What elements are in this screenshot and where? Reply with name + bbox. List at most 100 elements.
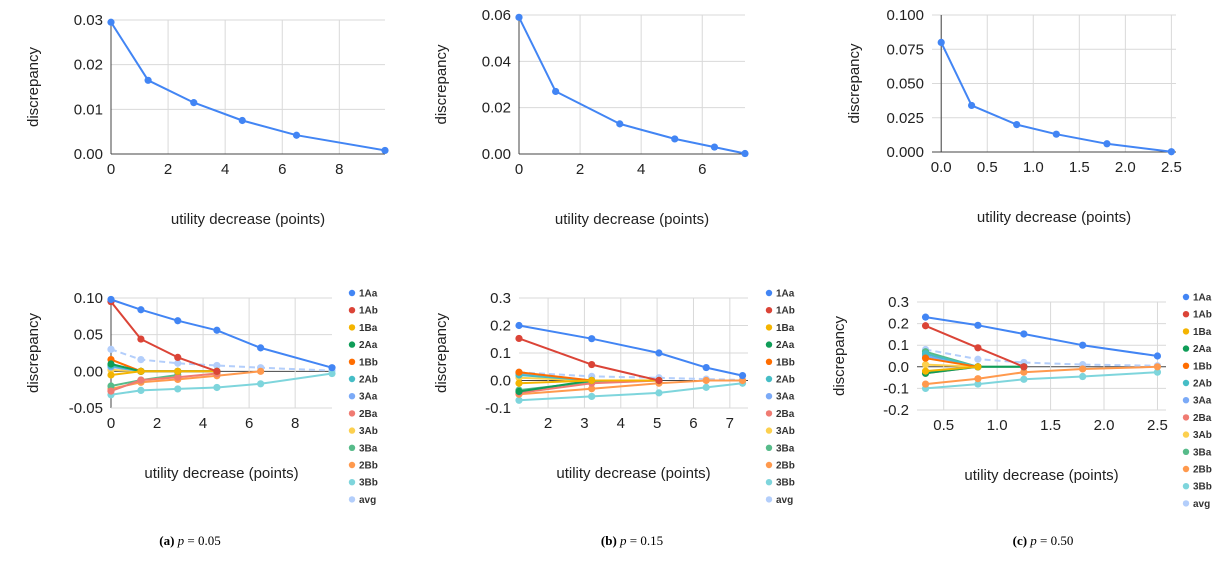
- legend-label-3Ab: 3Ab: [776, 426, 795, 437]
- data-point-2Bb: [974, 375, 982, 383]
- legend-label-3Bb: 3Bb: [359, 478, 378, 489]
- legend-marker-2Bb: [1182, 465, 1190, 473]
- chart-a-bottom: -0.05 0.00 0.05 0.10 0 2 4 6 8 discrepancy utility…: [25, 289, 378, 506]
- data-point-2Ba: [137, 376, 145, 384]
- data-point-2Bb: [921, 380, 930, 388]
- x-axis-title: utility decrease (points): [144, 465, 298, 482]
- legend-marker-3Aa: [765, 393, 773, 400]
- series-line-1Aa: [518, 16, 746, 155]
- data-point-3Bb: [1153, 368, 1162, 376]
- data-point-3Ba: [107, 382, 115, 390]
- data-point-1Ab: [921, 322, 930, 330]
- x-tick-label: 4: [637, 161, 645, 178]
- y-tick-label: 0.06: [482, 7, 511, 24]
- x-tick-label: 1.5: [1069, 159, 1090, 176]
- y-tick-label: 0.075: [886, 41, 924, 58]
- data-point-1Aa: [738, 371, 747, 380]
- data-point-2Aa: [107, 360, 115, 368]
- legend-label-2Bb: 2Bb: [359, 461, 378, 472]
- y-tick-label: 0.2: [888, 316, 909, 333]
- x-axis-title: utility decrease (points): [964, 467, 1118, 484]
- legend-marker-avg: [765, 496, 773, 503]
- legend-label-2Ba: 2Ba: [359, 409, 378, 420]
- data-point-1Aa: [137, 306, 145, 314]
- caption-a-var: p: [177, 533, 185, 548]
- legend-marker-1Aa: [1182, 293, 1190, 301]
- data-point-1Ba: [974, 363, 982, 371]
- data-point-1Ab: [588, 360, 596, 369]
- data-point-1Aa: [710, 143, 719, 151]
- caption-c-eq: = 0.50: [1036, 533, 1074, 548]
- data-point-3Bb: [1020, 375, 1028, 383]
- data-point-1Aa: [515, 321, 523, 330]
- caption-a: (a) p = 0.05: [159, 533, 221, 549]
- series-line-1Ba: [925, 365, 978, 373]
- x-tick-label: 0.0: [931, 159, 952, 176]
- y-tick-label: 0.1: [888, 337, 909, 354]
- data-point-1Aa: [552, 87, 560, 96]
- data-point-1Aa: [741, 149, 749, 158]
- data-point-2Bb: [1079, 365, 1087, 373]
- data-point-1Ba: [588, 376, 596, 385]
- legend-marker-3Ba: [1182, 448, 1190, 455]
- data-point-1Aa: [1079, 341, 1087, 349]
- y-tick-label: -0.1: [485, 400, 511, 417]
- caption-c-label: (c): [1012, 533, 1028, 548]
- legend-marker-3Bb: [765, 479, 773, 486]
- y-axis-title: discrepancy: [25, 312, 42, 393]
- y-tick-label: 0.00: [74, 146, 103, 163]
- legend-marker-3Ab: [765, 427, 773, 434]
- legend-marker-avg: [348, 496, 356, 503]
- legend-label-1Bb: 1Bb: [776, 357, 795, 368]
- data-point-3Ab: [921, 361, 930, 369]
- caption-c-var: p: [1030, 533, 1037, 548]
- x-tick-label: 1.5: [1040, 417, 1061, 434]
- series-line-avg: [925, 348, 1158, 367]
- y-tick-label: -0.05: [69, 400, 103, 417]
- data-point-1Aa: [292, 131, 301, 139]
- data-point-1Aa: [937, 38, 945, 47]
- y-tick-label: 0.025: [886, 110, 924, 127]
- series-line-1Aa: [940, 41, 1172, 153]
- data-point-1Ab: [174, 353, 182, 361]
- data-point-3Bb: [515, 396, 523, 404]
- legend-marker-2Bb: [348, 461, 356, 469]
- data-point-1Aa: [1013, 121, 1021, 129]
- x-axis-title: utility decrease (points): [556, 465, 710, 482]
- caption-c: (c) p = 0.50: [1013, 533, 1074, 549]
- legend-label-2Aa: 2Aa: [359, 340, 378, 351]
- data-point-1Ba: [137, 367, 145, 375]
- legend-marker-2Ba: [765, 410, 773, 417]
- x-axis-title: utility decrease (points): [555, 211, 709, 228]
- y-tick-label: 0.3: [490, 290, 511, 307]
- x-tick-label: 6: [245, 415, 253, 432]
- data-point-1Aa: [1103, 140, 1111, 148]
- legend-label-2Ab: 2Ab: [1193, 379, 1212, 390]
- legend-marker-2Ab: [1182, 379, 1190, 387]
- data-point-2Bb: [738, 376, 747, 385]
- data-point-3Bb: [137, 386, 145, 394]
- legend: 1Aa 1Ab 1Ba 2Aa 1Bb 2Ab 3Aa 2Ba 3Ab 3Ba 2Bb 3Bb avg: [765, 289, 795, 506]
- y-tick-label: 0.0: [490, 373, 511, 390]
- series-line-avg: [110, 348, 333, 372]
- legend-marker-1Ab: [348, 307, 356, 314]
- data-point-avg: [174, 359, 182, 367]
- data-point-1Aa: [1052, 130, 1060, 138]
- data-point-1Aa: [702, 363, 710, 372]
- data-point-1Ab: [974, 344, 982, 352]
- y-tick-label: 0.02: [74, 57, 103, 74]
- y-tick-label: 0.0: [888, 359, 909, 376]
- legend-marker-1Bb: [348, 358, 356, 365]
- x-axis-title: utility decrease (points): [977, 209, 1131, 226]
- caption-b-var: p: [620, 533, 627, 548]
- legend-marker-3Ba: [348, 444, 356, 451]
- data-point-1Ab: [137, 335, 145, 343]
- legend-label-2Ba: 2Ba: [776, 409, 795, 420]
- data-point-1Aa: [213, 326, 221, 334]
- x-tick-label: 0: [107, 415, 115, 432]
- data-point-3Bb: [257, 380, 265, 388]
- legend-label-1Bb: 1Bb: [359, 357, 378, 368]
- legend-label-avg: avg: [776, 495, 793, 506]
- x-tick-label: 2.5: [1147, 417, 1168, 434]
- legend-marker-2Bb: [765, 461, 773, 469]
